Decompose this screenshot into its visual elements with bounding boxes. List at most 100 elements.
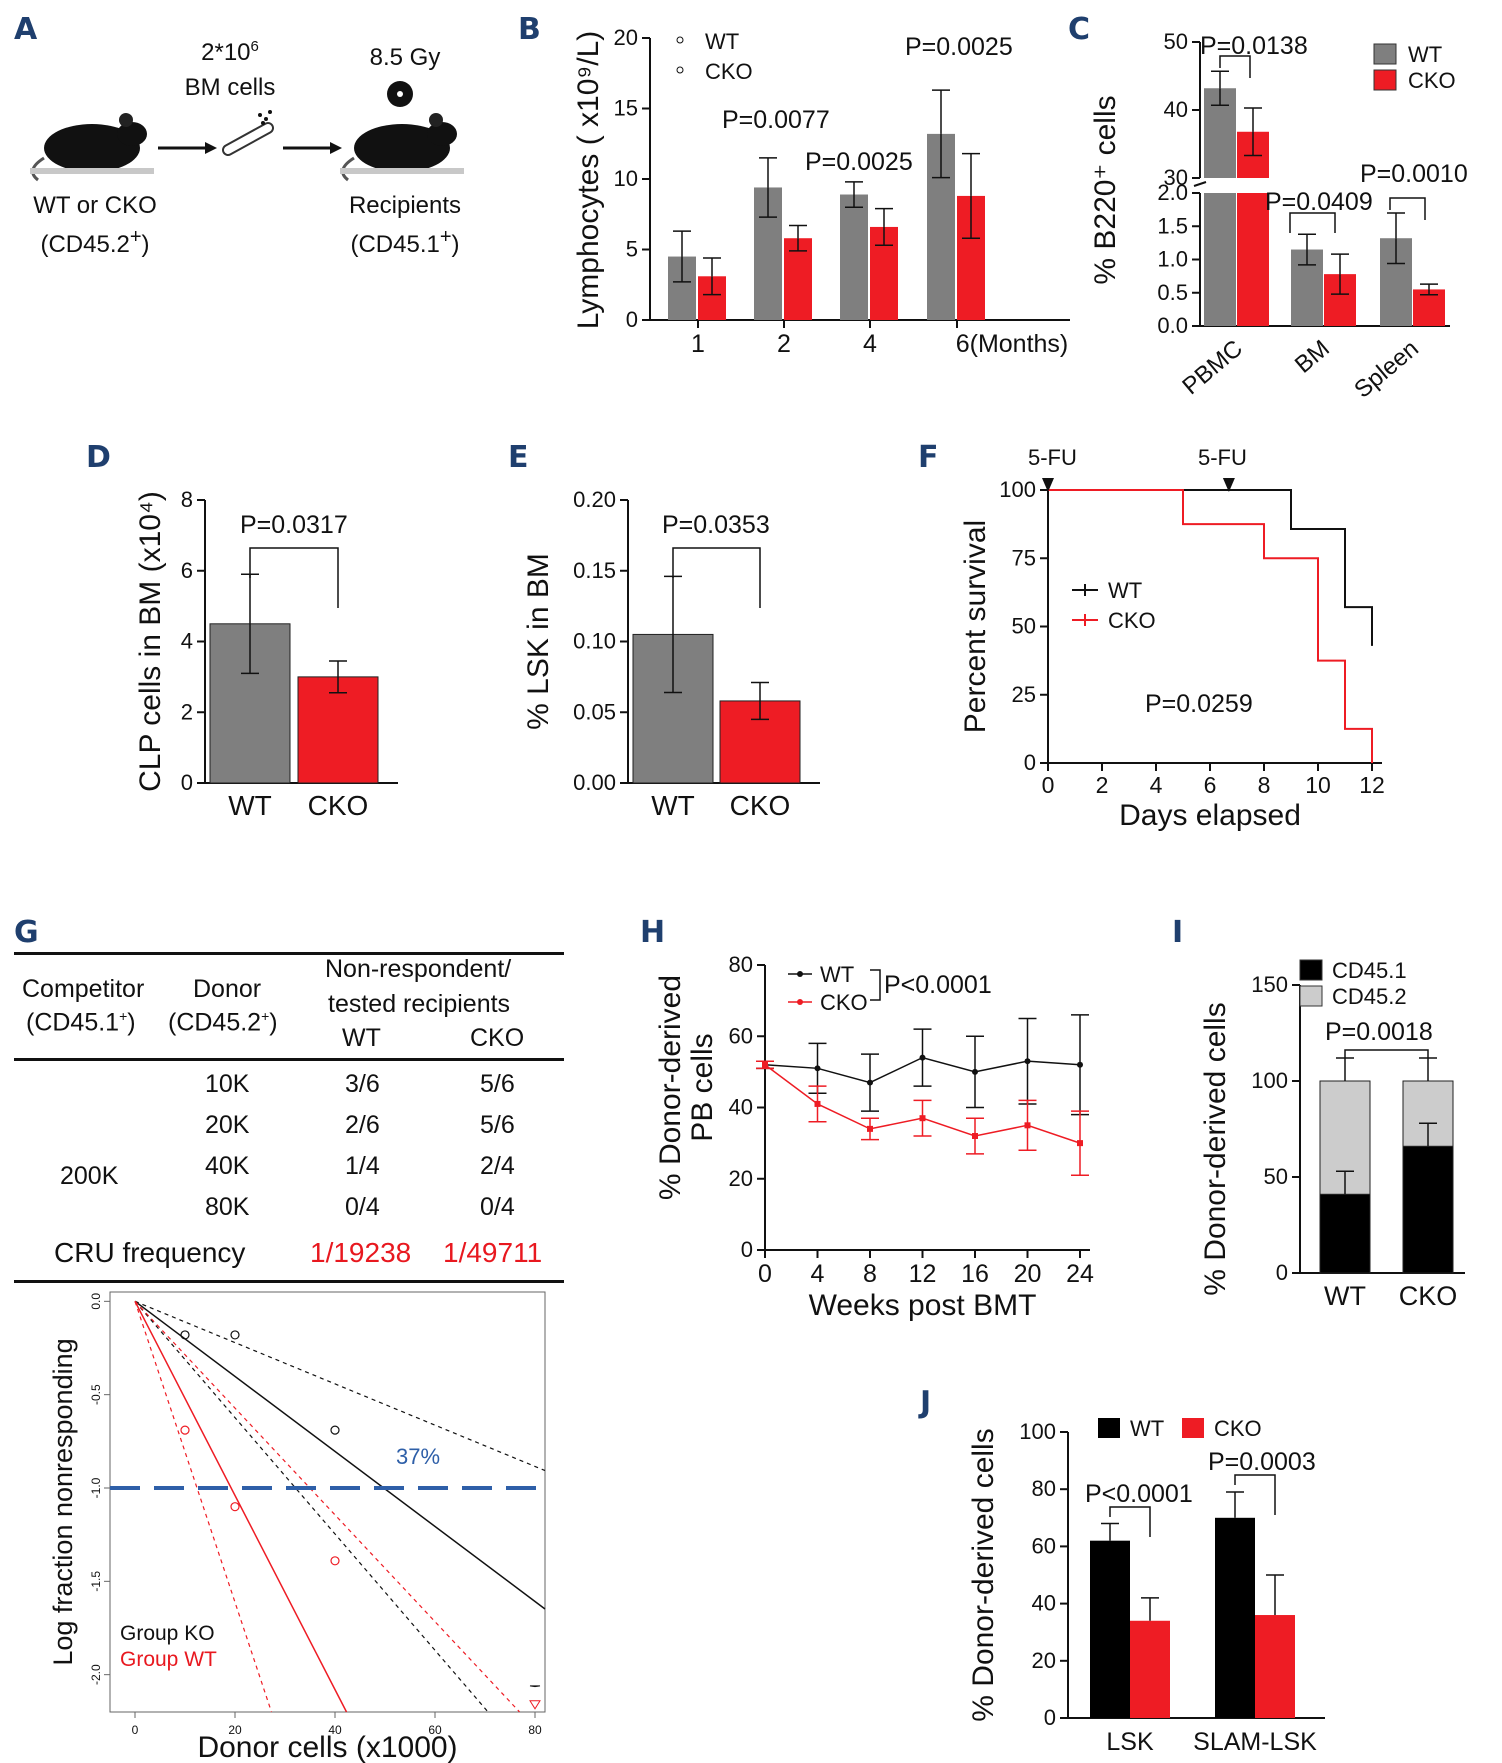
significance-bracket [249,547,339,608]
y-tick-label: 30 [1164,165,1188,190]
legend-label: CKO [1214,1416,1262,1441]
x-tick-label: 8 [863,1260,877,1288]
data-point [180,1330,190,1340]
panel-label-b: B [518,12,541,47]
x-tick-label: LSK [1106,1728,1154,1756]
legend-marker [676,36,684,44]
y-tick-label: 25 [1012,682,1036,707]
y-tick-label: 4 [181,629,193,654]
x-tick-label: 0 [758,1260,772,1288]
panel-label-d: D [86,440,111,475]
p-value: P=0.0353 [662,511,770,539]
y-axis-label: % Donor-derived [654,975,687,1200]
plot-frame [109,1291,546,1713]
legend-marker [797,999,803,1005]
significance-bracket [1219,55,1251,78]
y-tick-label: 20 [614,25,638,50]
y-tick-label: 2 [181,699,193,724]
x-tick-label: CKO [730,790,791,821]
cru-label: CRU frequency [54,1237,246,1268]
x-tick-label: 4 [863,330,877,358]
significance-bracket [1234,1474,1276,1515]
x-tick-label: 12 [1359,772,1385,798]
survival-curve-wt [1048,489,1373,646]
annotation-5fu: 5-FU [1028,445,1077,470]
y-tick-label: -2.0 [89,1664,103,1685]
y-axis-label: Log fraction nonresponding [48,1338,78,1665]
arrow-marker [1222,478,1235,492]
panel-label-j: J [920,1385,932,1420]
x-tick-label: 40 [328,1723,342,1737]
x-tick-label: 16 [961,1260,989,1288]
x-tick-label: WT [1324,1281,1366,1311]
x-tick-label: 20 [1014,1260,1042,1288]
bar-cko [297,676,379,784]
p-value: P=0.0018 [1325,1018,1433,1046]
arrow-marker [1042,478,1054,492]
data-point [814,1100,821,1107]
y-tick-label: 0.00 [573,770,616,795]
y-tick-label: 5 [626,237,638,262]
y-tick-label: 80 [729,952,753,977]
y-tick-label: 0 [1276,1260,1288,1285]
mouse-icon [30,113,154,182]
fit-line [134,1300,546,1610]
ci-line [134,1300,521,1713]
zero-marker [529,1700,541,1710]
y-tick-label: 15 [614,96,638,121]
header-nonrespondent: Non-respondent/ [325,955,512,983]
legend-label: CD45.2 [1332,984,1407,1009]
legend-label: CKO [1408,68,1456,93]
x-tick-label: 0 [1042,772,1055,798]
y-tick-label: 50 [1012,614,1036,639]
x-axis-label: Days elapsed [1119,799,1301,832]
row-cko: 5/6 [480,1111,515,1139]
bone-icon [222,110,274,156]
y-tick-label: 40 [1164,97,1188,122]
x-axis-label: Donor cells (x1000) [197,1731,457,1763]
row-wt: 0/4 [345,1193,380,1221]
data-point [972,1068,978,1075]
bar-cko [1237,193,1269,326]
y-tick-label: 60 [1032,1533,1056,1558]
cells-type-label: BM cells [184,74,276,101]
data-point [814,1065,821,1072]
row-donor: 40K [205,1152,250,1180]
panel-a: 2*106 BM cells 8.5 Gy WT or CKO (CD45.2+… [0,0,520,280]
bar-wt [1204,193,1236,326]
bar-cko [1130,1620,1170,1718]
bar-wt [1090,1540,1130,1718]
data-point [919,1054,926,1061]
row-wt: 2/6 [345,1111,380,1139]
row-cko: 0/4 [480,1193,515,1221]
row-wt: 3/6 [345,1070,380,1098]
y-tick-label: 2.0 [1157,180,1188,205]
mouse-icon [340,113,464,182]
header-cko: CKO [470,1024,525,1052]
header-tested: tested recipients [328,990,511,1018]
radiation-icon [387,81,413,107]
x-tick-label: WT [651,790,695,821]
legend-swatch [1182,1418,1204,1438]
panel-label-e: E [508,440,529,475]
p-value: P=0.0025 [905,33,1013,61]
y-tick-label: 0 [626,307,638,332]
y-tick-label: 100 [1251,1068,1288,1093]
x-tick-label: CKO [1399,1281,1458,1311]
panel-a-graphics [30,81,464,182]
legend-label: WT [1130,1416,1164,1441]
y-tick-label: 0.10 [573,629,616,654]
header-competitor: Competitor [22,975,145,1003]
significance-bracket [672,547,761,608]
y-tick-label: 60 [729,1023,753,1048]
x-tick-label: 80 [528,1723,542,1737]
y-tick-label: 50 [1264,1164,1288,1189]
panel-label-g: G [14,915,39,950]
data-point [1077,1061,1083,1068]
legend-label: CKO [820,990,868,1015]
bar-wt [1215,1517,1255,1718]
legend-label: WT [705,29,739,54]
x-tick-label: 8 [1258,772,1271,798]
